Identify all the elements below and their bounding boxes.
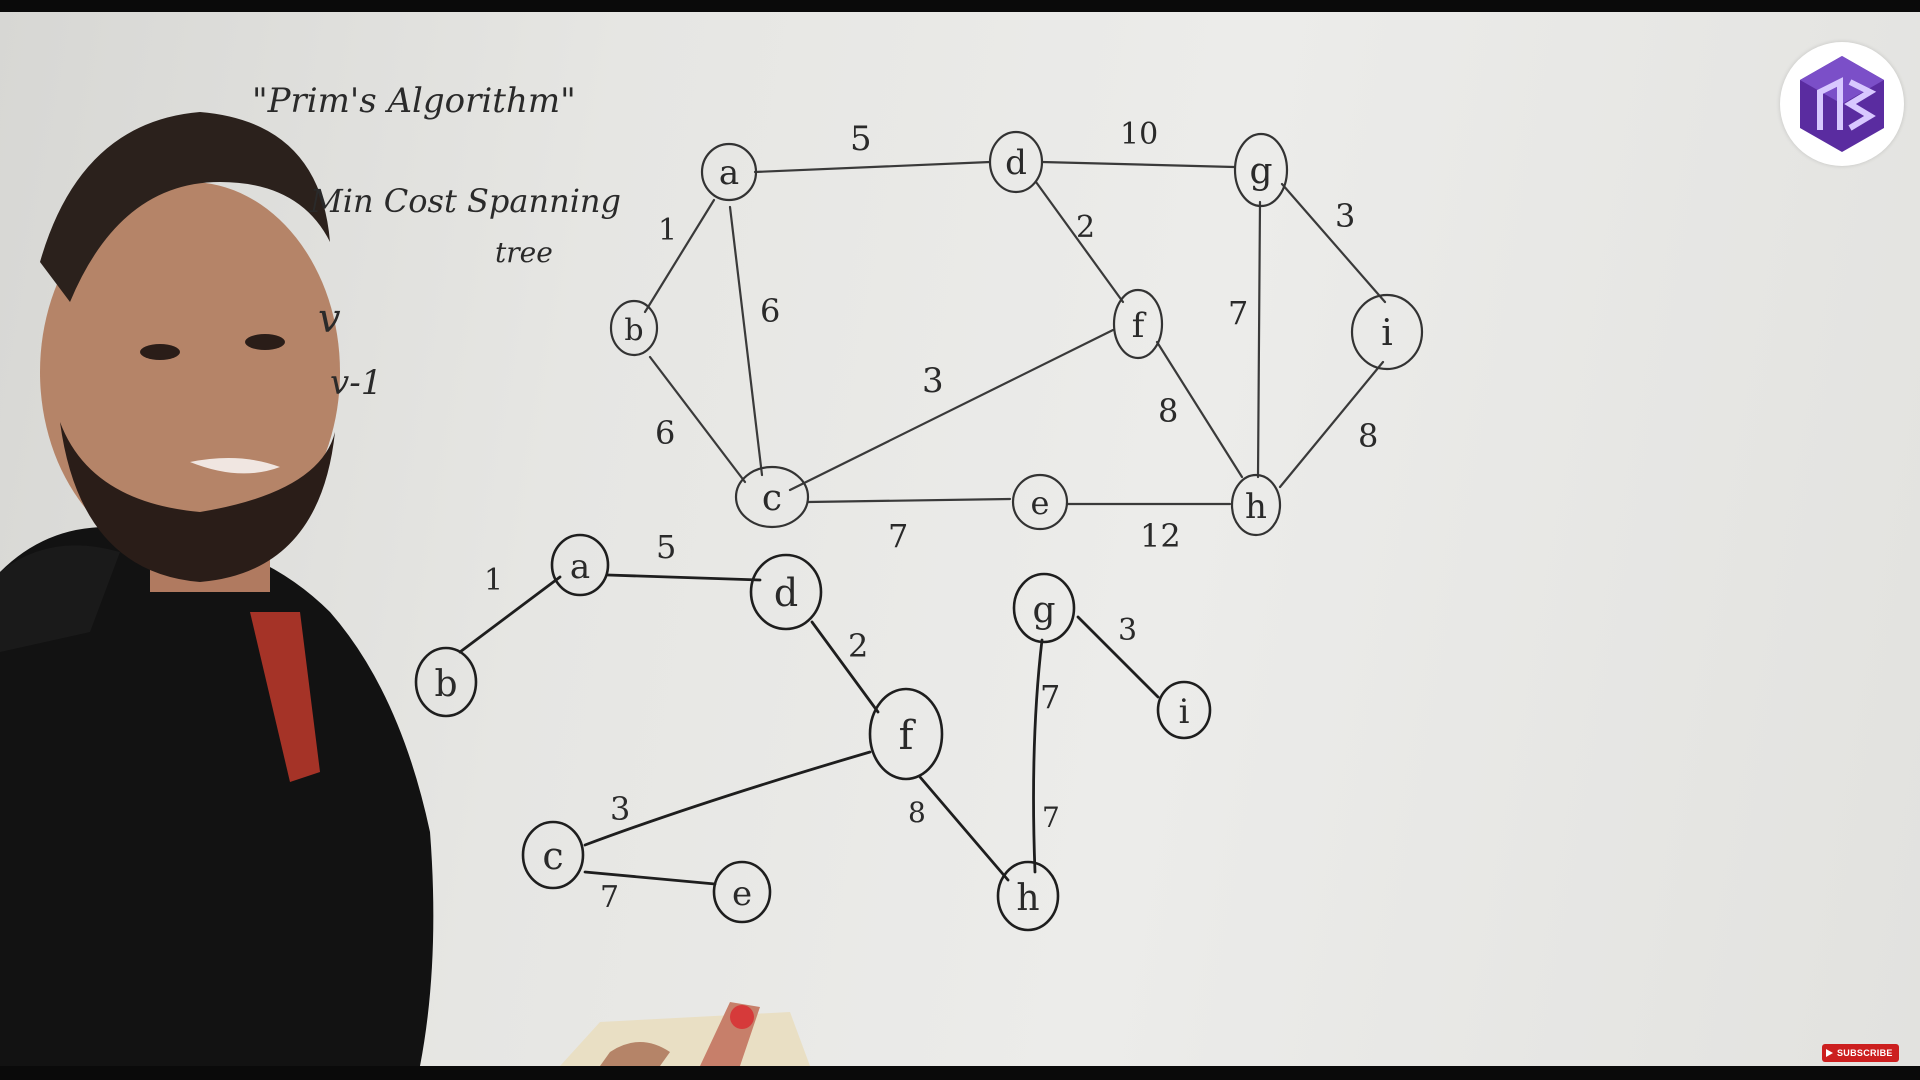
- weight-g-h: 7: [1228, 294, 1248, 332]
- svg-text:b: b: [624, 313, 643, 348]
- weight-h-i: 8: [1358, 417, 1378, 455]
- svg-text:g: g: [1249, 151, 1272, 192]
- mst-node-e: e: [712, 860, 772, 924]
- mst-node-d: d: [749, 553, 823, 631]
- mst-edge-f-c: [583, 750, 872, 847]
- whiteboard: "Prim's Algorithm" Min Cost Spanning tre…: [0, 12, 1920, 1066]
- svg-text:e: e: [732, 874, 752, 914]
- edge-g-h: [1256, 200, 1262, 479]
- presenter: [0, 112, 810, 1066]
- mst-edge-d-f: [810, 620, 880, 714]
- letterbox-bottom: [0, 1066, 1920, 1080]
- mst-weight-h-extra: 7: [1042, 801, 1060, 834]
- svg-text:h: h: [1245, 487, 1267, 527]
- graph-node-h: h: [1230, 473, 1282, 537]
- weight-d-g: 10: [1120, 117, 1158, 152]
- graph-node-i: i: [1350, 293, 1424, 371]
- svg-text:a: a: [570, 547, 590, 587]
- mst-node-i: i: [1156, 680, 1212, 740]
- graph-node-e: e: [1011, 473, 1069, 531]
- mst-weight-g-i: 3: [1118, 613, 1137, 648]
- edge-d-g: [1040, 160, 1236, 169]
- mst-edges: [458, 573, 1160, 886]
- svg-text:d: d: [1005, 143, 1027, 183]
- graph-edges: [643, 160, 1387, 506]
- weight-b-c: 6: [655, 414, 675, 452]
- svg-text:g: g: [1032, 590, 1055, 631]
- graph-node-a: a: [700, 142, 758, 202]
- mst-nodes: a b c d e f g h i: [414, 533, 1212, 932]
- whiteboard-drawing: "Prim's Algorithm" Min Cost Spanning tre…: [0, 81, 1424, 1066]
- mst-edge-a-b: [458, 575, 562, 654]
- graph-node-f: f: [1112, 288, 1164, 360]
- weight-f-h: 8: [1158, 392, 1178, 430]
- graph-node-c: c: [734, 465, 810, 529]
- weight-c-f: 3: [922, 361, 944, 401]
- mst-node-a: a: [550, 533, 610, 597]
- svg-text:f: f: [1132, 306, 1147, 346]
- weight-a-b: 1: [658, 213, 677, 248]
- edge-h-i: [1278, 360, 1385, 489]
- note-v: v: [318, 296, 341, 342]
- weight-d-f: 2: [1076, 210, 1095, 245]
- graph-node-d: d: [988, 130, 1044, 194]
- mst-weights: 1 5 2 3 7 8 3 7 7: [484, 528, 1137, 915]
- edge-c-e: [806, 497, 1012, 504]
- mst-edge-f-h: [918, 775, 1010, 882]
- mst-edge-g-i: [1076, 615, 1160, 699]
- weight-g-i: 3: [1335, 197, 1355, 235]
- mst-edge-a-d: [606, 573, 762, 582]
- mst-weight-a-b: 1: [484, 563, 503, 598]
- svg-text:i: i: [1179, 692, 1190, 732]
- mst-weight-c-e: 7: [600, 880, 619, 915]
- svg-text:i: i: [1381, 313, 1393, 354]
- subscribe-button[interactable]: SUBSCRIBE: [1822, 1044, 1899, 1062]
- weight-a-c: 6: [760, 292, 780, 330]
- play-icon: [1826, 1049, 1833, 1057]
- mst-node-b: b: [414, 646, 478, 718]
- svg-text:b: b: [434, 664, 457, 705]
- edge-g-i: [1280, 182, 1387, 304]
- edge-f-h: [1155, 340, 1244, 479]
- edge-b-c: [648, 355, 747, 484]
- letterbox-top: [0, 0, 1920, 12]
- mst-edge-g-h: [1032, 638, 1044, 874]
- hexagon-logo-icon: [1800, 56, 1884, 152]
- note-v-minus-1: v-1: [330, 363, 382, 403]
- graph-weights: 1 6 5 6 3 7 2 10 12 8 7 3 8: [655, 117, 1378, 555]
- mst-weight-a-d: 5: [656, 528, 676, 566]
- svg-text:c: c: [762, 478, 782, 519]
- mst-weight-d-f: 2: [848, 627, 868, 665]
- mst-edge-c-e: [583, 870, 717, 886]
- lecture-title: "Prim's Algorithm": [252, 81, 576, 121]
- mst-node-c: c: [521, 820, 585, 890]
- svg-text:f: f: [899, 713, 917, 759]
- mst-weight-f-c: 3: [610, 790, 630, 828]
- mst-node-h: h: [996, 860, 1060, 932]
- graph-node-g: g: [1233, 132, 1289, 208]
- mst-weight-f-h: 8: [908, 796, 926, 829]
- edge-a-b: [643, 198, 716, 314]
- graph-nodes: a b c d e f g h i: [609, 130, 1424, 537]
- edge-d-f: [1034, 180, 1125, 304]
- mst-weight-g-h: 7: [1040, 678, 1060, 716]
- edge-c-f: [788, 328, 1115, 492]
- edge-a-d: [753, 160, 992, 174]
- svg-text:h: h: [1016, 878, 1039, 919]
- lecture-subtitle: Min Cost Spanning: [309, 182, 621, 220]
- mst-node-g: g: [1012, 572, 1076, 644]
- svg-text:d: d: [774, 571, 798, 615]
- weight-a-d: 5: [850, 119, 872, 159]
- channel-logo: [1780, 42, 1904, 166]
- mst-node-f: f: [868, 687, 944, 781]
- graph-node-b: b: [609, 299, 659, 357]
- svg-text:c: c: [542, 834, 563, 878]
- svg-text:e: e: [1031, 484, 1050, 522]
- weight-e-h: 12: [1140, 517, 1181, 555]
- svg-text:a: a: [719, 153, 739, 193]
- subscribe-label: SUBSCRIBE: [1837, 1048, 1893, 1058]
- edge-a-c: [728, 205, 764, 477]
- weight-c-e: 7: [888, 517, 908, 555]
- lecture-subtitle-tree: tree: [495, 236, 553, 269]
